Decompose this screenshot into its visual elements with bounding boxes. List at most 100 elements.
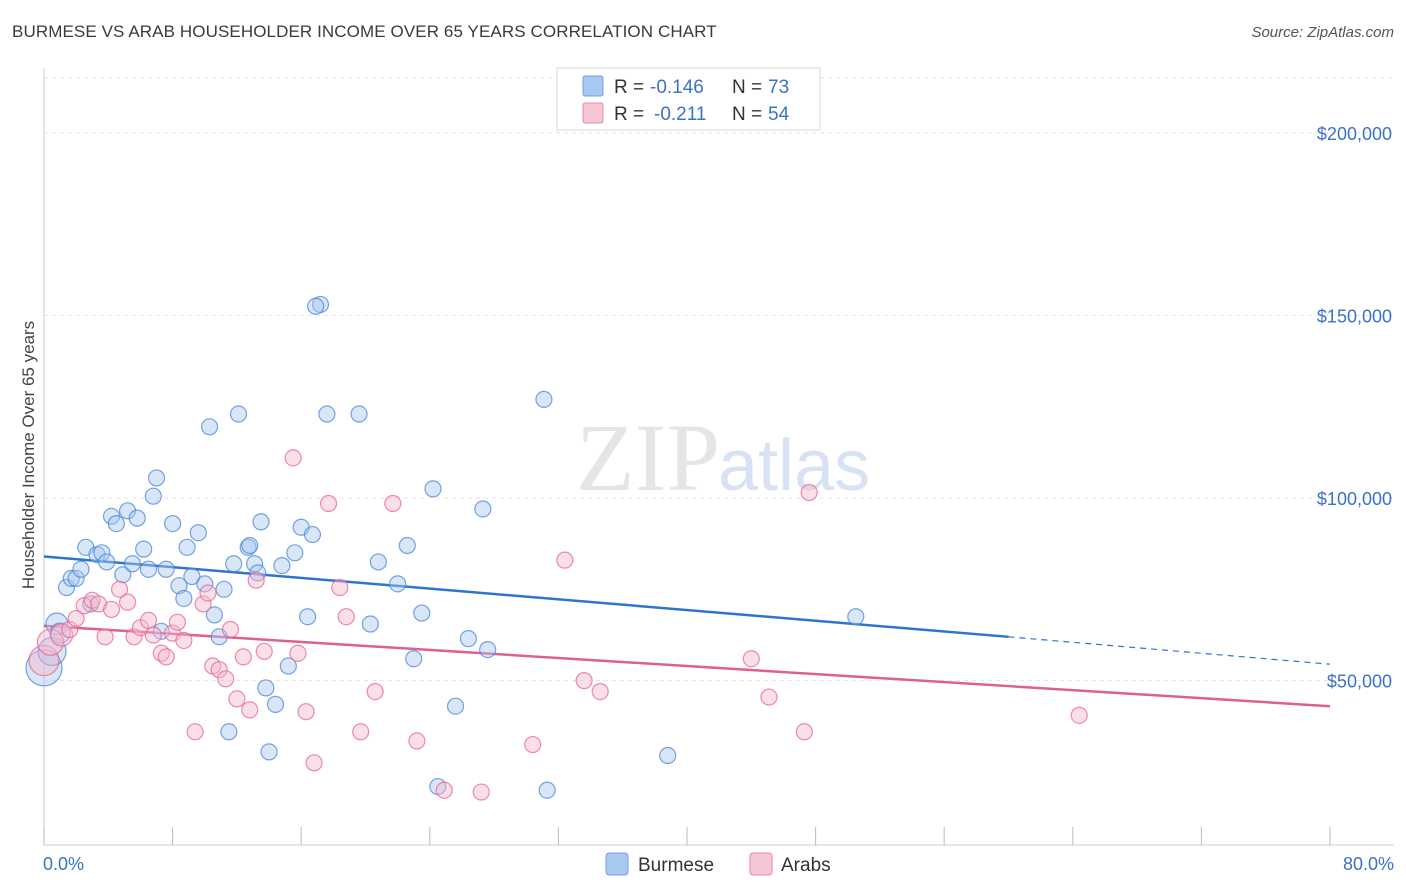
point-arabs-32 [255, 642, 273, 661]
point-arabs-11 [118, 593, 137, 611]
point-burmese-47 [279, 657, 297, 675]
point-burmese-55 [361, 615, 379, 633]
point-arabs-48 [591, 682, 609, 701]
legend-n-value-burmese: 73 [768, 77, 789, 98]
point-burmese-28 [178, 538, 196, 556]
point-burmese-20 [139, 560, 158, 578]
point-arabs-29 [234, 648, 252, 666]
bottom-legend-swatch-arabs [749, 852, 773, 876]
y-tick-label-0: $50,000 [1327, 672, 1392, 692]
point-arabs-39 [352, 723, 370, 741]
point-burmese-57 [389, 575, 407, 593]
point-arabs-17 [157, 648, 175, 666]
point-arabs-14 [139, 611, 158, 629]
point-arabs-49 [742, 650, 760, 668]
point-burmese-11 [93, 544, 111, 562]
point-burmese-58 [398, 536, 416, 555]
point-arabs-41 [384, 494, 402, 513]
point-arabs-3 [61, 620, 79, 639]
point-burmese-42 [252, 513, 270, 531]
point-arabs-8 [96, 628, 114, 646]
point-arabs-20 [175, 631, 193, 650]
legend-swatch-arabs [582, 102, 604, 124]
point-burmese-26 [170, 577, 188, 595]
watermark-zip: ZIP [576, 404, 720, 511]
point-burmese-18 [128, 509, 146, 527]
point-arabs-38 [337, 608, 355, 626]
legend-r-label-arabs: R = [614, 104, 644, 125]
point-arabs-52 [800, 483, 818, 502]
point-burmese-27 [175, 589, 193, 608]
y-tick-label-1: $100,000 [1317, 489, 1392, 509]
point-arabs-43 [435, 781, 453, 799]
point-burmese-25 [164, 514, 182, 533]
point-burmese-15 [114, 566, 132, 584]
point-arabs-45 [524, 735, 542, 754]
point-arabs-4 [67, 609, 85, 628]
point-arabs-15 [144, 626, 162, 644]
point-burmese-22 [147, 469, 166, 487]
bottom-legend-label-arabs: Arabs [781, 855, 831, 876]
point-arabs-34 [297, 703, 315, 721]
point-arabs-31 [247, 571, 265, 589]
point-arabs-51 [795, 723, 813, 741]
point-burmese-38 [229, 405, 248, 423]
point-arabs-44 [472, 783, 490, 801]
trend-line-burmese [43, 555, 1009, 639]
point-burmese-46 [273, 556, 291, 575]
point-burmese-53 [318, 405, 336, 423]
source-label: Source: ZipAtlas.com [1251, 24, 1394, 41]
bottom-legend-swatch-burmese [605, 852, 629, 876]
point-arabs-30 [241, 701, 259, 719]
point-burmese-60 [413, 604, 431, 622]
point-arabs-10 [110, 580, 129, 598]
point-arabs-54 [284, 449, 302, 467]
bottom-legend: Burmese Arabs [605, 852, 831, 876]
point-burmese-36 [220, 723, 238, 741]
point-arabs-22 [194, 595, 212, 613]
point-arabs-23 [199, 584, 217, 602]
point-burmese-68 [538, 781, 556, 799]
point-burmese-59 [405, 650, 423, 668]
y-tick-label-2: $150,000 [1317, 306, 1392, 326]
legend-n-value-arabs: 54 [768, 104, 790, 125]
point-burmese-32 [200, 418, 219, 436]
point-burmese-0 [25, 649, 63, 687]
point-burmese-70 [847, 608, 865, 626]
point-burmese-7 [72, 560, 90, 578]
legend-r-label-burmese: R = [614, 77, 644, 98]
legend-box: R = -0.146 N = 73 R = -0.211 N = 54 [556, 67, 821, 131]
point-arabs-27 [221, 620, 240, 639]
point-arabs-0 [28, 644, 60, 677]
point-burmese-66 [479, 640, 497, 659]
point-burmese-37 [225, 555, 243, 573]
point-arabs-40 [366, 682, 384, 701]
y-axis-label: Householder Income Over 65 years [19, 321, 38, 589]
x-tick-label-start: 0.0% [43, 854, 84, 874]
point-burmese-33 [205, 606, 223, 624]
trend-line-arabs [43, 624, 1331, 708]
point-arabs-50 [760, 688, 778, 706]
chart-title: BURMESE VS ARAB HOUSEHOLDER INCOME OVER … [12, 22, 717, 41]
point-arabs-42 [408, 732, 426, 750]
point-burmese-61 [424, 480, 442, 498]
point-arabs-26 [217, 670, 235, 688]
point-burmese-56 [369, 553, 387, 571]
point-arabs-2 [50, 623, 74, 647]
bottom-legend-label-burmese: Burmese [638, 855, 714, 876]
point-arabs-12 [125, 628, 143, 646]
point-arabs-36 [319, 494, 338, 513]
point-arabs-19 [168, 613, 187, 631]
point-arabs-53 [1070, 706, 1088, 724]
point-burmese-50 [299, 608, 317, 626]
grid-lines [44, 77, 1394, 682]
point-arabs-7 [90, 595, 108, 613]
point-burmese-17 [123, 555, 142, 573]
point-arabs-25 [210, 661, 228, 679]
axes [43, 68, 1394, 846]
point-arabs-9 [102, 600, 121, 619]
legend-n-label-arabs: N = [732, 104, 762, 125]
point-burmese-30 [189, 524, 207, 542]
point-burmese-63 [446, 697, 465, 715]
